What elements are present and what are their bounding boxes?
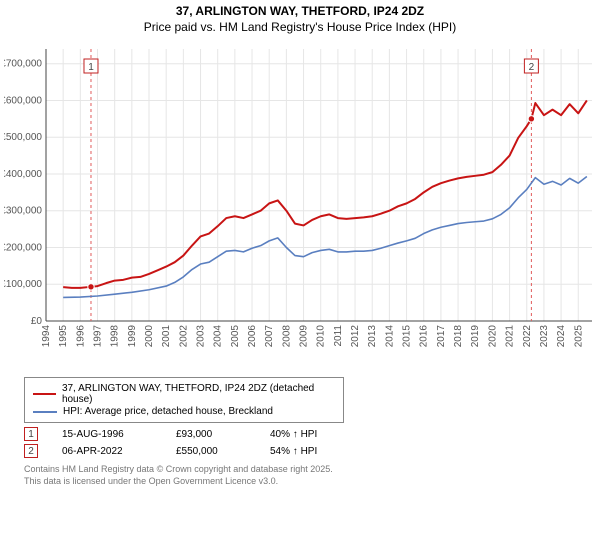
svg-text:2015: 2015 xyxy=(402,325,413,348)
svg-text:£500,000: £500,000 xyxy=(4,132,42,143)
svg-text:£400,000: £400,000 xyxy=(4,169,42,180)
svg-text:2018: 2018 xyxy=(453,325,464,348)
chart-title: 37, ARLINGTON WAY, THETFORD, IP24 2DZ xyxy=(4,4,596,20)
attribution-line-1: Contains HM Land Registry data © Crown c… xyxy=(24,464,596,476)
svg-text:2019: 2019 xyxy=(470,325,481,348)
legend-label: HPI: Average price, detached house, Brec… xyxy=(63,406,273,417)
svg-text:2016: 2016 xyxy=(419,325,430,348)
svg-text:2010: 2010 xyxy=(316,325,327,348)
svg-text:2004: 2004 xyxy=(213,325,224,348)
transaction-row: 1 15-AUG-1996 £93,000 40% ↑ HPI xyxy=(24,427,596,441)
svg-text:2017: 2017 xyxy=(436,325,447,348)
transaction-date: 06-APR-2022 xyxy=(62,446,152,457)
svg-text:1999: 1999 xyxy=(127,325,138,348)
svg-text:2013: 2013 xyxy=(367,325,378,348)
svg-text:1: 1 xyxy=(88,62,94,73)
svg-text:2005: 2005 xyxy=(230,325,241,348)
legend-swatch xyxy=(33,411,57,413)
svg-text:£100,000: £100,000 xyxy=(4,279,42,290)
legend-swatch xyxy=(33,393,56,395)
svg-text:£200,000: £200,000 xyxy=(4,243,42,254)
svg-text:2007: 2007 xyxy=(264,325,275,348)
svg-text:2011: 2011 xyxy=(333,325,344,347)
svg-text:2024: 2024 xyxy=(556,325,567,348)
legend-label: 37, ARLINGTON WAY, THETFORD, IP24 2DZ (d… xyxy=(62,383,335,405)
svg-text:2022: 2022 xyxy=(522,325,533,348)
svg-text:2003: 2003 xyxy=(196,325,207,348)
transaction-diff: 40% ↑ HPI xyxy=(270,429,350,440)
svg-text:2000: 2000 xyxy=(144,325,155,348)
legend: 37, ARLINGTON WAY, THETFORD, IP24 2DZ (d… xyxy=(24,377,344,423)
transaction-diff: 54% ↑ HPI xyxy=(270,446,350,457)
svg-text:1996: 1996 xyxy=(75,325,86,348)
legend-item: 37, ARLINGTON WAY, THETFORD, IP24 2DZ (d… xyxy=(33,383,335,405)
svg-text:2008: 2008 xyxy=(281,325,292,348)
transaction-price: £550,000 xyxy=(176,446,246,457)
transaction-marker: 1 xyxy=(24,427,38,441)
legend-item: HPI: Average price, detached house, Brec… xyxy=(33,406,335,417)
transaction-date: 15-AUG-1996 xyxy=(62,429,152,440)
svg-text:2006: 2006 xyxy=(247,325,258,348)
svg-text:1998: 1998 xyxy=(110,325,121,348)
svg-text:2014: 2014 xyxy=(384,325,395,348)
svg-text:2023: 2023 xyxy=(539,325,550,348)
chart-container: 37, ARLINGTON WAY, THETFORD, IP24 2DZ Pr… xyxy=(0,0,600,560)
svg-text:2: 2 xyxy=(529,62,535,73)
svg-text:2020: 2020 xyxy=(487,325,498,348)
svg-text:2009: 2009 xyxy=(299,325,310,348)
svg-text:2002: 2002 xyxy=(178,325,189,348)
transactions-table: 1 15-AUG-1996 £93,000 40% ↑ HPI 2 06-APR-2022… xyxy=(24,427,596,458)
attribution-line-2: This data is licensed under the Open Gov… xyxy=(24,476,596,488)
svg-text:1995: 1995 xyxy=(58,325,69,348)
attribution: Contains HM Land Registry data © Crown c… xyxy=(24,464,596,487)
svg-text:£600,000: £600,000 xyxy=(4,96,42,107)
svg-text:2025: 2025 xyxy=(573,325,584,348)
svg-text:£700,000: £700,000 xyxy=(4,59,42,70)
chart-subtitle: Price paid vs. HM Land Registry's House … xyxy=(4,20,596,36)
svg-text:2001: 2001 xyxy=(161,325,172,348)
svg-text:1997: 1997 xyxy=(93,325,104,348)
svg-text:2021: 2021 xyxy=(505,325,516,348)
chart-area: £0£100,000£200,000£300,000£400,000£500,0… xyxy=(4,41,596,371)
transaction-row: 2 06-APR-2022 £550,000 54% ↑ HPI xyxy=(24,444,596,458)
svg-text:1994: 1994 xyxy=(41,325,52,348)
transaction-marker: 2 xyxy=(24,444,38,458)
svg-text:2012: 2012 xyxy=(350,325,361,348)
transaction-price: £93,000 xyxy=(176,429,246,440)
svg-text:£300,000: £300,000 xyxy=(4,206,42,217)
